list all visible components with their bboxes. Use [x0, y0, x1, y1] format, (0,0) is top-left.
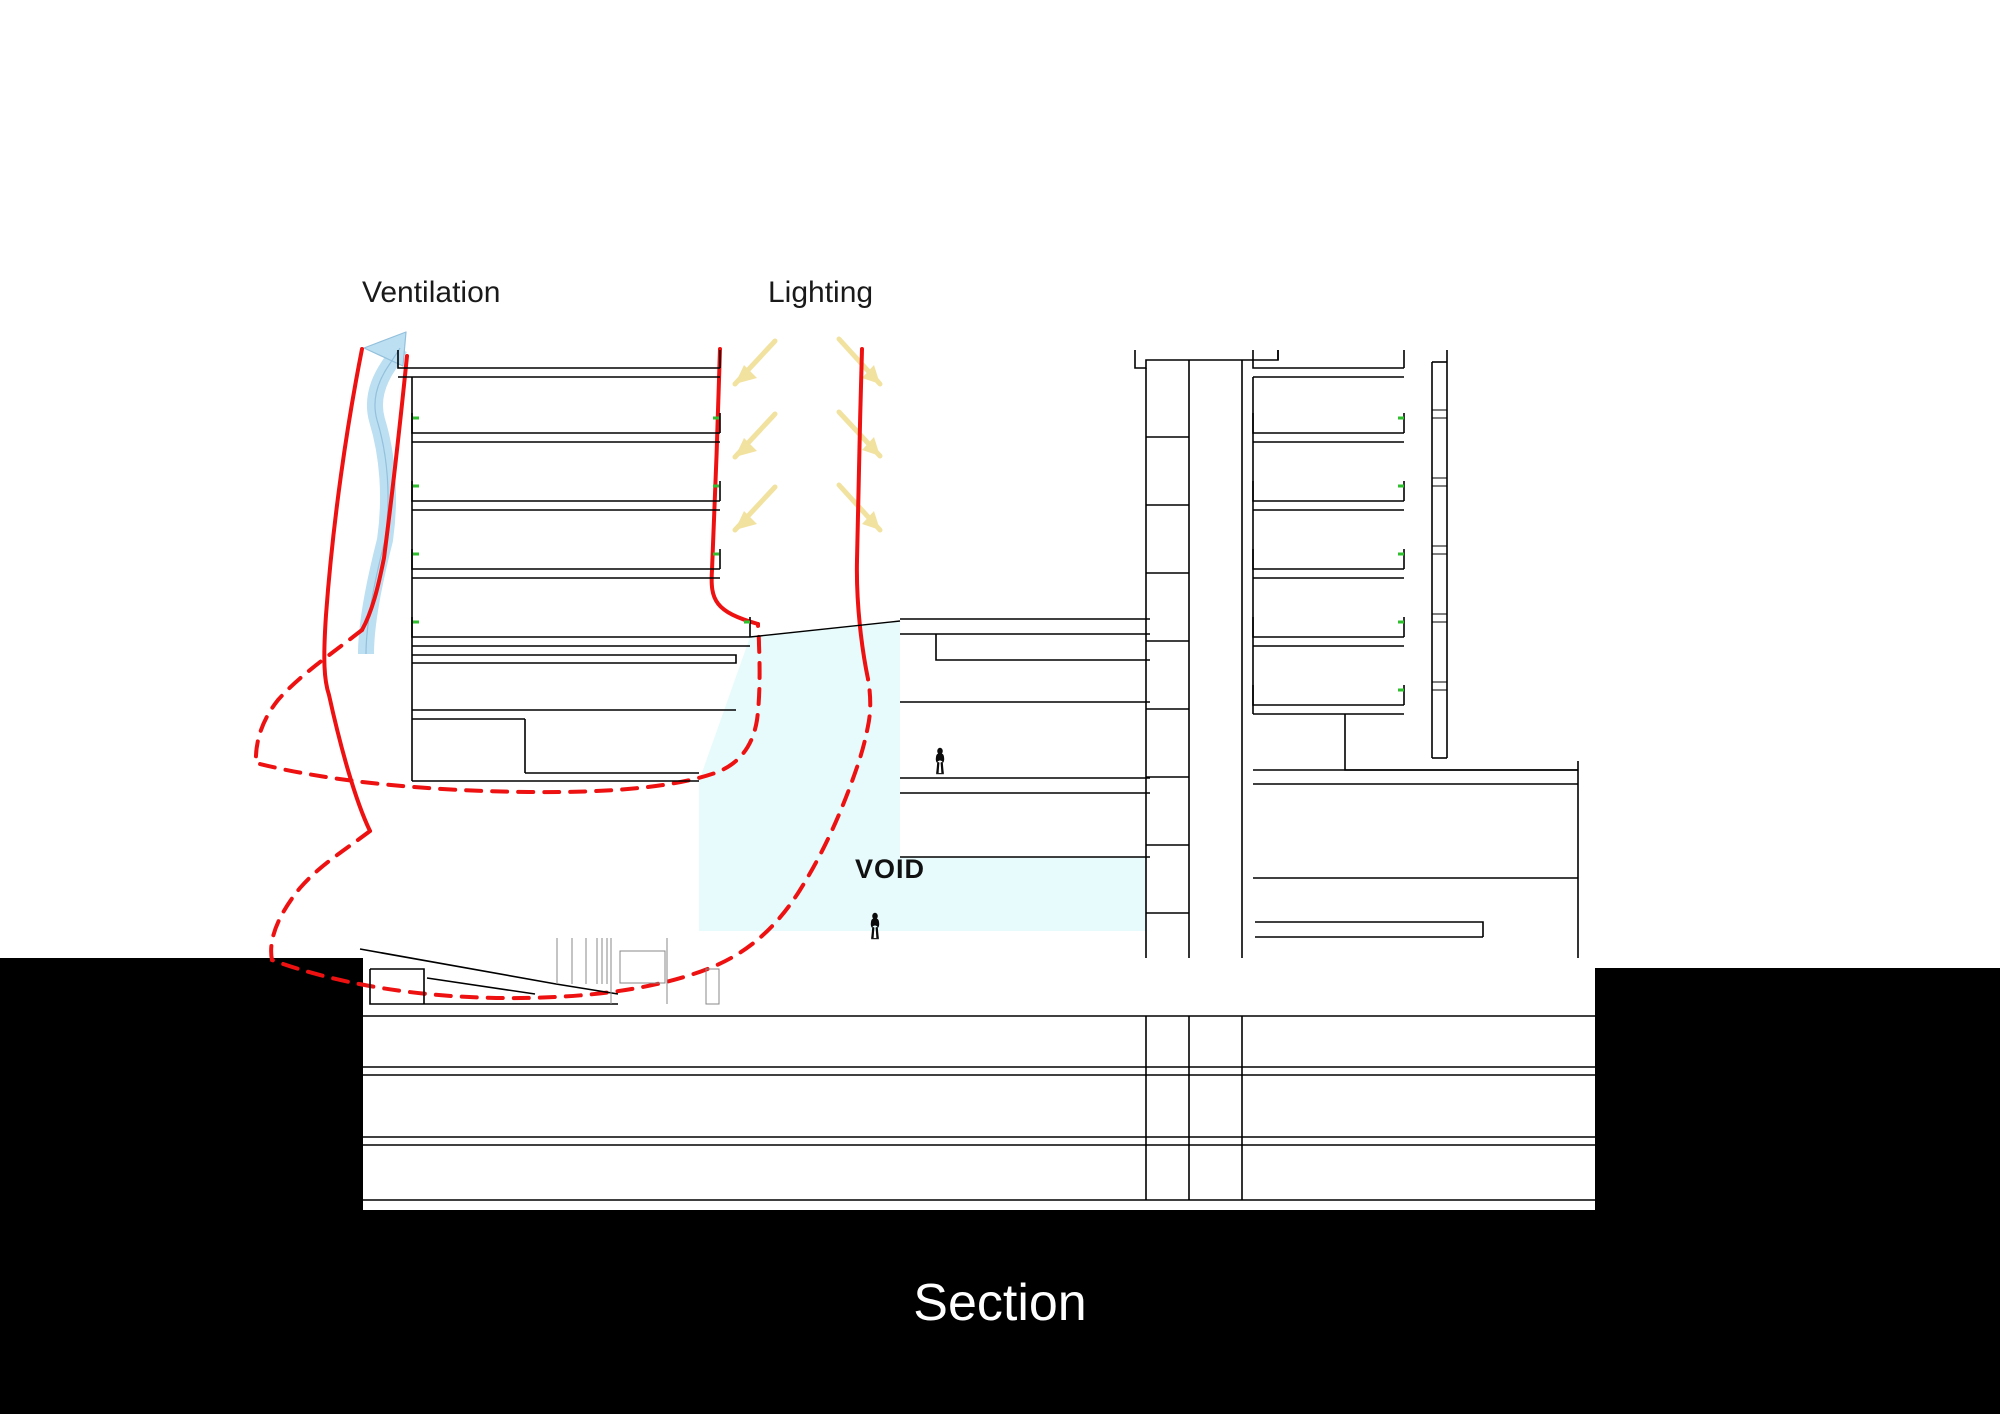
svg-text:Ventilation: Ventilation: [362, 276, 500, 309]
svg-text:VOID: VOID: [855, 854, 925, 884]
svg-text:Section: Section: [913, 1274, 1086, 1332]
svg-text:Lighting: Lighting: [768, 276, 873, 309]
